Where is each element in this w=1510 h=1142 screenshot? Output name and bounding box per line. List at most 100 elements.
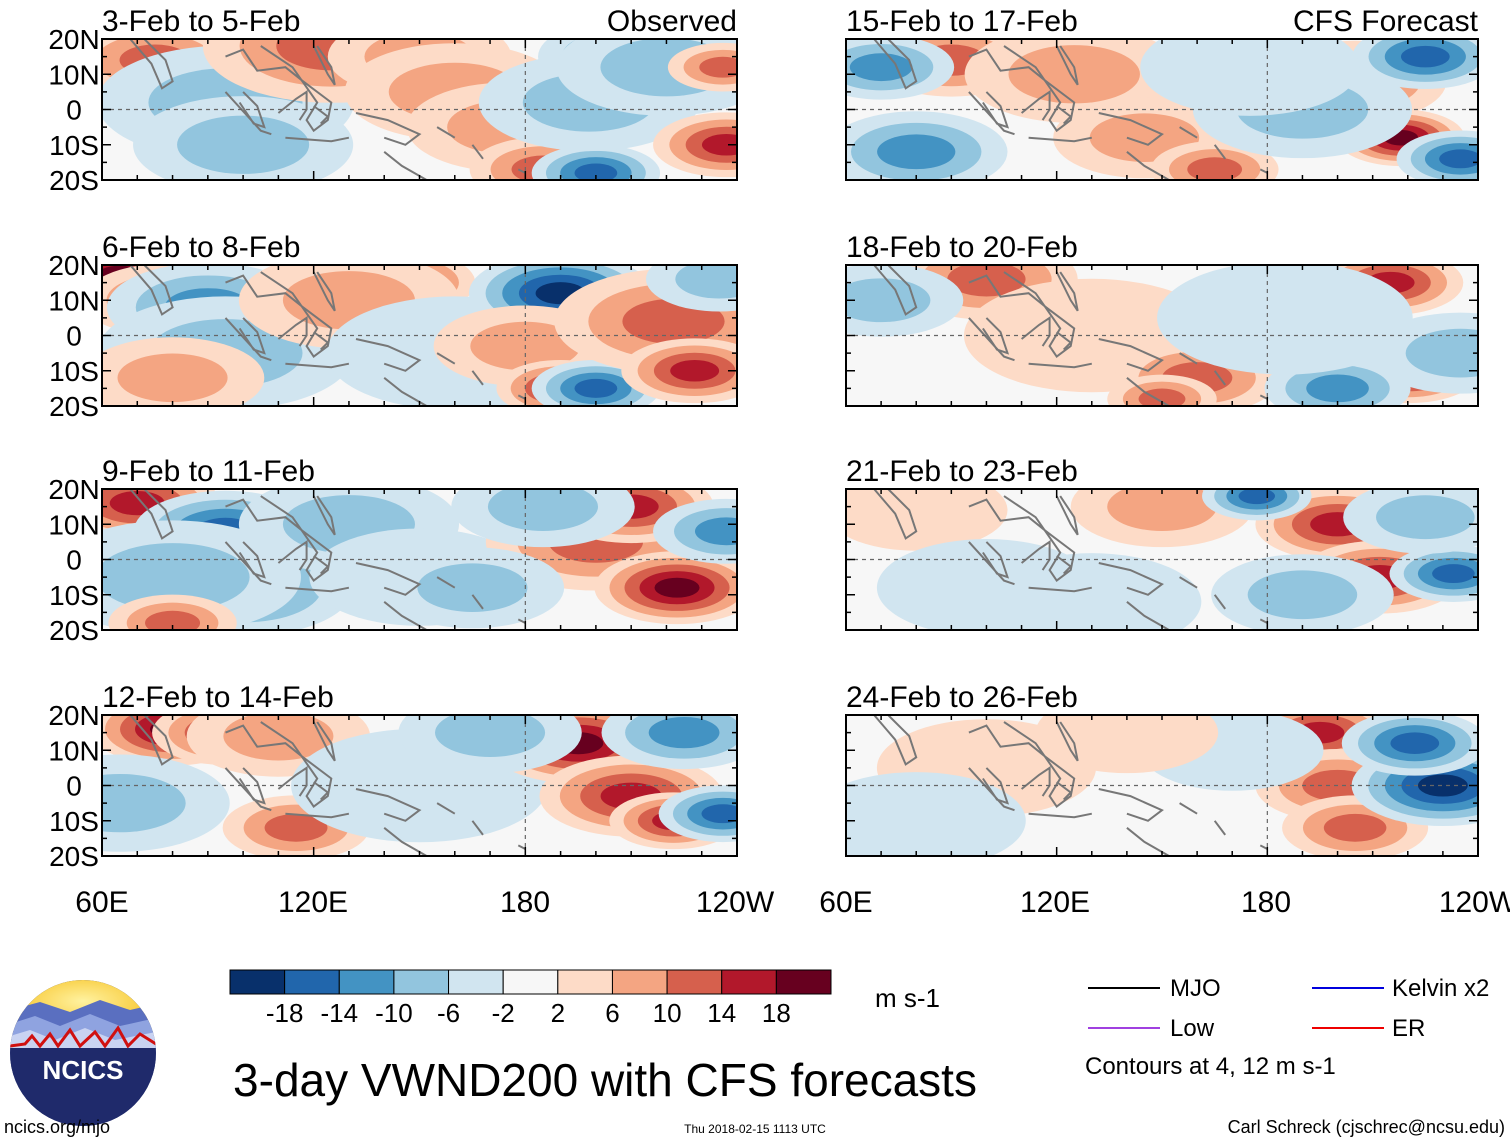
x-tick-label: 60E	[819, 886, 872, 919]
anomaly-blob	[417, 563, 528, 613]
anomaly-blob	[694, 517, 737, 546]
panel-period-label: 15-Feb to 17-Feb	[846, 5, 1078, 38]
coastline	[129, 265, 526, 406]
anomaly-blob	[670, 359, 720, 382]
y-tick-label: 20S	[49, 165, 99, 196]
coastlines	[873, 265, 1268, 406]
panel: 21-Feb to 23-Feb	[845, 455, 1479, 631]
y-tick-label: 10N	[48, 285, 99, 316]
anomaly-blob	[574, 378, 618, 398]
anomaly-blob	[1008, 45, 1140, 104]
colorbar-label: -18	[266, 998, 304, 1028]
colorbar-swatch	[775, 969, 832, 995]
anomaly-blob	[177, 115, 310, 174]
colorbar-swatch	[393, 969, 450, 995]
x-axis-right: 60E 120E 180 120W	[819, 886, 1510, 919]
colorbar-swatch	[338, 969, 395, 995]
anomaly-blob	[264, 813, 328, 842]
x-tick-label: 120E	[1020, 886, 1090, 919]
colorbar-label: -10	[375, 998, 413, 1028]
colorbar-label: 14	[707, 998, 736, 1028]
colorbar-label: -14	[320, 998, 358, 1028]
anomaly-blob	[117, 353, 228, 403]
colorbar-swatch	[229, 969, 286, 995]
colorbar-swatch	[284, 969, 340, 995]
anomaly-blob	[701, 804, 737, 824]
x-tick-label: 120W	[696, 886, 775, 919]
y-tick-label: 20N	[48, 24, 99, 55]
anomaly-shading	[102, 265, 737, 406]
coastlines	[873, 489, 1268, 630]
coastlines	[873, 39, 1268, 180]
legend: MJO Kelvin x2 Low ER Contours at 4, 12 m…	[1085, 975, 1489, 1080]
column-title-observed: Observed	[607, 5, 737, 38]
anomaly-blob	[877, 134, 956, 170]
y-tick-label: 10N	[48, 59, 99, 90]
anomaly-blob	[574, 163, 618, 180]
colorbar-label: 18	[762, 998, 791, 1028]
x-tick-label: 60E	[75, 886, 128, 919]
panel: 15-Feb to 17-Feb	[845, 5, 1479, 181]
panel: 20N 10N 0 10S 20S 12-Feb to 14-Feb	[48, 681, 738, 872]
y-tick-label: 10S	[49, 806, 99, 837]
colorbar-label: -2	[492, 998, 515, 1028]
anomaly-blob	[654, 577, 700, 598]
anomaly-blob	[1376, 495, 1475, 540]
coastline	[873, 715, 1268, 856]
anomaly-blob	[849, 53, 913, 82]
x-axis-left: 60E 120E 180 120W	[75, 886, 775, 919]
y-tick-label: 20N	[48, 474, 99, 505]
legend-label-er: ER	[1392, 1015, 1425, 1042]
coastlines	[129, 715, 526, 856]
anomaly-blob	[1107, 489, 1217, 531]
x-tick-label: 120E	[278, 886, 348, 919]
anomaly-shading	[102, 39, 737, 180]
anomaly-blob	[1432, 564, 1475, 584]
colorbar-label: 2	[551, 998, 565, 1028]
anomaly-blob	[145, 610, 201, 630]
coastline	[873, 39, 1268, 180]
colorbar-label: 6	[605, 998, 619, 1028]
coastline	[129, 489, 526, 630]
anomaly-blob	[1439, 149, 1478, 169]
coastlines	[129, 39, 526, 180]
y-tick-label: 10N	[48, 509, 99, 540]
coastlines	[873, 715, 1268, 856]
ncics-logo: NCICS	[10, 980, 156, 1126]
anomaly-blob	[982, 553, 1202, 630]
y-tick-label: 20N	[48, 250, 99, 281]
coastline	[873, 265, 1268, 406]
anomaly-shading	[102, 489, 737, 630]
panel-period-label: 3-Feb to 5-Feb	[102, 5, 300, 38]
colorbar-swatch	[721, 969, 777, 995]
panel: 20N 10N 0 10S 20S 6-Feb to 8-Feb	[48, 231, 738, 422]
legend-label-kelvin: Kelvin x2	[1392, 975, 1489, 1002]
anomaly-shading	[846, 39, 1478, 180]
y-tick-label: 10N	[48, 735, 99, 766]
panel: 20N 10N 0 10S 20S 9-Feb to 11-Feb	[48, 455, 738, 646]
timestamp: Thu 2018-02-15 1113 UTC	[684, 1122, 826, 1136]
panel: 20N 10N 0 10S 20S 3-Feb to 5-Feb	[48, 5, 738, 196]
anomaly-blob	[1035, 715, 1219, 774]
coastlines	[129, 489, 526, 630]
x-tick-label: 180	[1241, 886, 1291, 919]
colorbar-swatch	[502, 969, 559, 995]
panel-period-label: 21-Feb to 23-Feb	[846, 455, 1078, 488]
source-link[interactable]: ncics.org/mjo	[4, 1117, 110, 1137]
anomaly-blob	[1138, 388, 1186, 406]
credit: Carl Schreck (cjschrec@ncsu.edu)	[1228, 1117, 1505, 1137]
colorbar: -18 -14 -10 -6 -2 2 6 10 14 18	[229, 969, 832, 1028]
y-tick-label: 10S	[49, 356, 99, 387]
coastline	[129, 715, 526, 856]
colorbar-units: m s-1	[875, 983, 940, 1013]
logo-text: NCICS	[43, 1055, 124, 1085]
anomaly-blob	[487, 489, 598, 531]
anomaly-blob	[675, 265, 737, 299]
colorbar-swatch	[448, 969, 504, 995]
anomaly-blob	[648, 716, 720, 749]
coastline	[129, 39, 526, 180]
coastlines	[129, 265, 526, 406]
anomaly-blob	[102, 773, 186, 833]
